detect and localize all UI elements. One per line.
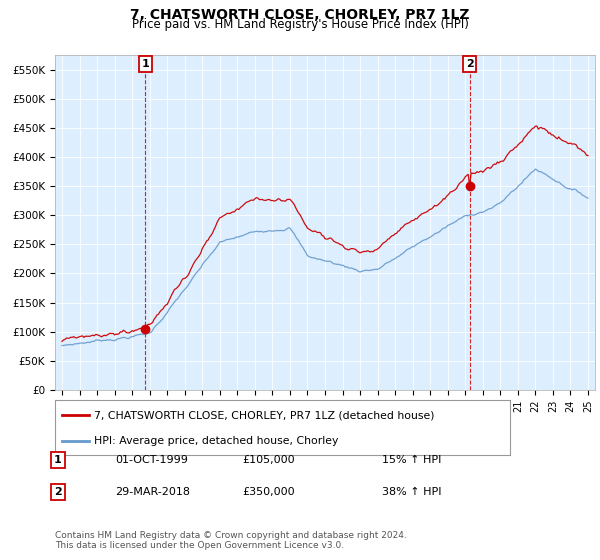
Text: £350,000: £350,000: [242, 487, 295, 497]
Text: 7, CHATSWORTH CLOSE, CHORLEY, PR7 1LZ: 7, CHATSWORTH CLOSE, CHORLEY, PR7 1LZ: [130, 8, 470, 22]
Text: £105,000: £105,000: [242, 455, 295, 465]
Text: 01-OCT-1999: 01-OCT-1999: [115, 455, 188, 465]
Text: 7, CHATSWORTH CLOSE, CHORLEY, PR7 1LZ (detached house): 7, CHATSWORTH CLOSE, CHORLEY, PR7 1LZ (d…: [94, 410, 434, 421]
Text: 2: 2: [54, 487, 62, 497]
Text: 2: 2: [466, 59, 473, 69]
Text: 1: 1: [142, 59, 149, 69]
Text: HPI: Average price, detached house, Chorley: HPI: Average price, detached house, Chor…: [94, 436, 338, 446]
Text: 38% ↑ HPI: 38% ↑ HPI: [382, 487, 442, 497]
Text: 29-MAR-2018: 29-MAR-2018: [115, 487, 190, 497]
Text: 1: 1: [54, 455, 62, 465]
Text: Contains HM Land Registry data © Crown copyright and database right 2024.
This d: Contains HM Land Registry data © Crown c…: [55, 530, 407, 550]
Text: Price paid vs. HM Land Registry's House Price Index (HPI): Price paid vs. HM Land Registry's House …: [131, 18, 469, 31]
Text: 15% ↑ HPI: 15% ↑ HPI: [382, 455, 442, 465]
